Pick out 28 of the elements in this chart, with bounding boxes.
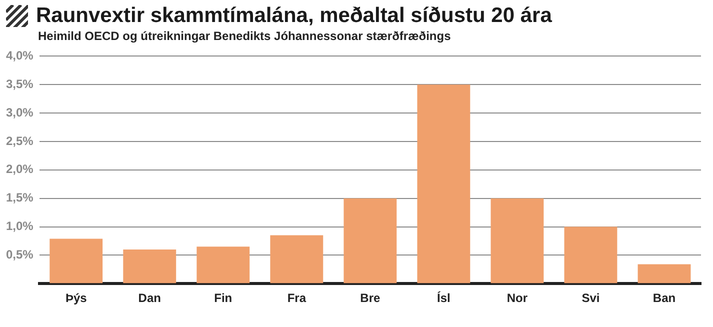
chart-title: Raunvextir skammtímalána, meðaltal síðustu 20 ára bbox=[36, 4, 552, 28]
bar bbox=[270, 235, 324, 284]
x-tick-label: Fra bbox=[287, 291, 306, 306]
bar bbox=[196, 246, 250, 284]
chart-subtitle: Heimild OECD og útreikningar Benedikts Jóhannessonar stærðfræðings bbox=[38, 29, 452, 43]
bar bbox=[638, 264, 691, 284]
x-tick-label: Ban bbox=[652, 291, 676, 306]
x-tick-label: Svi bbox=[582, 291, 600, 306]
y-tick-label: 1,0% bbox=[6, 219, 34, 234]
x-tick-label: Nor bbox=[506, 291, 528, 306]
bar bbox=[564, 226, 618, 284]
y-tick-label: 0,5% bbox=[6, 247, 34, 262]
bar bbox=[50, 238, 103, 284]
y-tick-label: 2,5% bbox=[6, 134, 34, 148]
y-tick-label: 4,0% bbox=[6, 48, 34, 63]
bar bbox=[344, 198, 397, 284]
bar bbox=[490, 198, 544, 284]
bar bbox=[123, 249, 176, 284]
y-tick-label: 3,5% bbox=[6, 76, 34, 91]
y-tick-label: 1,5% bbox=[6, 190, 34, 205]
x-tick-label: Dan bbox=[138, 291, 161, 306]
y-tick-label: 2,0% bbox=[6, 162, 34, 176]
x-tick-label: Ísl bbox=[437, 291, 450, 306]
x-tick-label: Fin bbox=[214, 291, 232, 306]
y-tick-label: 3,0% bbox=[6, 105, 34, 120]
x-tick-label: Þýs bbox=[65, 291, 88, 306]
x-tick-label: Bre bbox=[360, 291, 381, 306]
bar bbox=[417, 84, 470, 284]
